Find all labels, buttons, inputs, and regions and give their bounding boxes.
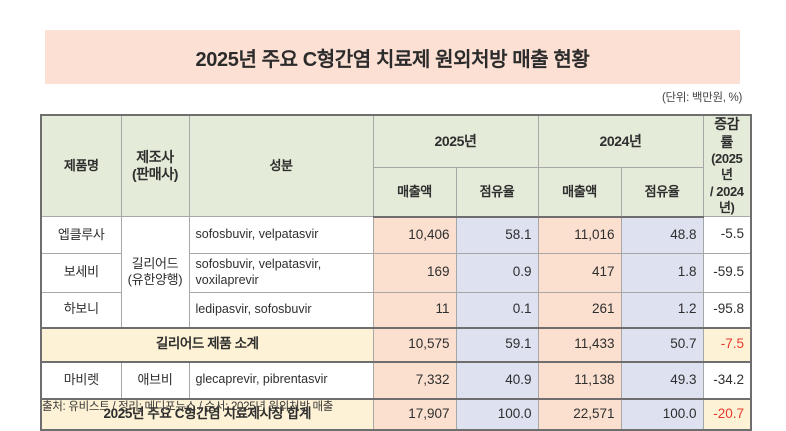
unit-note: (단위: 백만원, %) (662, 92, 742, 104)
col-header-sales-2025: 매출액 (372, 166, 457, 218)
cell-sales-2024: 11,433 (537, 326, 622, 363)
cell-growth: -7.5 (702, 326, 752, 363)
cell-growth: -20.7 (702, 397, 752, 430)
cell-ingredient: sofosbuvir, velpatasvir (188, 216, 374, 254)
cell-share-2024: 100.0 (620, 397, 704, 430)
cell-growth: -5.5 (702, 216, 752, 254)
cell-share-2024: 1.2 (620, 291, 704, 328)
cell-sales-2025: 10,406 (372, 216, 457, 254)
col-header-share-2024: 점유율 (620, 166, 704, 218)
cell-sales-2025: 11 (372, 291, 457, 328)
cell-sales-2024: 11,138 (537, 361, 622, 399)
cell-growth: -95.8 (702, 291, 752, 328)
col-header-sales-2024: 매출액 (537, 166, 622, 218)
cell-share-2025: 100.0 (455, 397, 539, 430)
col-header-maker-line1: 제조사 (136, 148, 174, 165)
cell-sales-2025: 169 (372, 252, 457, 293)
cell-subtotal-label: 길리어드 제품 소계 (40, 326, 374, 363)
table-body: 엡클루사 길리어드 (유한양행) sofosbuvir, velpatasvir… (40, 216, 752, 430)
col-header-year-2025: 2025년 (372, 114, 539, 168)
cell-ingredient: ledipasvir, sofosbuvir (188, 291, 374, 328)
col-header-growth-sub1: (2025년 (711, 151, 743, 183)
cell-sales-2025: 7,332 (372, 361, 457, 399)
sales-table: 제품명 제조사 (판매사) 성분 2025년 2024년 증감률 (2025년 … (40, 114, 752, 431)
cell-product: 엡클루사 (40, 216, 122, 254)
col-header-maker-line2: (판매사) (132, 166, 178, 182)
cell-product: 하보니 (40, 291, 122, 328)
cell-sales-2025: 17,907 (372, 397, 457, 430)
cell-ingredient: sofosbuvir, velpatasvir, voxilaprevir (188, 252, 374, 293)
cell-total-label: 2025년 주요 C형간염 치료제시장 합계 (40, 397, 374, 430)
cell-growth: -59.5 (702, 252, 752, 293)
total-row: 2025년 주요 C형간염 치료제시장 합계 17,907 100.0 22,5… (40, 397, 752, 430)
col-header-product: 제품명 (40, 114, 122, 217)
col-header-share-2025: 점유율 (455, 166, 539, 218)
table-row: 엡클루사 길리어드 (유한양행) sofosbuvir, velpatasvir… (40, 216, 752, 328)
title-banner: 2025년 주요 C형간염 치료제 원외처방 매출 현황 (45, 30, 740, 84)
cell-share-2025: 59.1 (455, 326, 539, 363)
page-title: 2025년 주요 C형간염 치료제 원외처방 매출 현황 (195, 48, 590, 71)
maker-line1: 길리어드 (131, 255, 179, 271)
cell-share-2025: 58.1 (455, 216, 539, 254)
cell-share-2025: 40.9 (455, 361, 539, 399)
col-header-growth-sub2: / 2024년) (709, 183, 744, 215)
col-header-maker: 제조사 (판매사) (120, 114, 190, 217)
cell-sales-2024: 11,016 (537, 216, 622, 254)
table-row: 보세비 sofosbuvir, velpatasvir, voxilaprevi… (40, 252, 752, 293)
cell-sales-2025: 10,575 (372, 326, 457, 363)
table-header: 제품명 제조사 (판매사) 성분 2025년 2024년 증감률 (2025년 … (40, 114, 752, 218)
table-row: 마비렛 애브비 glecaprevir, pibrentasvir 7,332 … (40, 361, 752, 399)
subtotal-row: 길리어드 제품 소계 10,575 59.1 11,433 50.7 -7.5 (40, 326, 752, 363)
cell-share-2024: 49.3 (620, 361, 704, 399)
cell-sales-2024: 22,571 (537, 397, 622, 430)
data-table-wrapper: 제품명 제조사 (판매사) 성분 2025년 2024년 증감률 (2025년 … (40, 114, 752, 431)
source-note: 출처: 유비스트 / 정리: 메디포뉴스 / 순서: 2025년 원외처방 매출 (42, 401, 334, 413)
cell-sales-2024: 417 (537, 252, 622, 293)
col-header-ingredient: 성분 (188, 114, 374, 217)
cell-maker-gilead: 길리어드 (유한양행) (120, 216, 190, 328)
maker-line2: (유한양행) (127, 271, 183, 287)
cell-maker: 애브비 (120, 361, 190, 399)
col-header-year-2024: 2024년 (537, 114, 704, 168)
col-header-growth-main: 증감률 (714, 116, 740, 150)
cell-share-2024: 48.8 (620, 216, 704, 254)
table-row: 하보니 ledipasvir, sofosbuvir 11 0.1 261 1.… (40, 291, 752, 328)
cell-growth: -34.2 (702, 361, 752, 399)
cell-share-2024: 50.7 (620, 326, 704, 363)
cell-product: 보세비 (40, 252, 122, 293)
col-header-growth: 증감률 (2025년 / 2024년) (702, 114, 752, 217)
cell-share-2025: 0.1 (455, 291, 539, 328)
cell-sales-2024: 261 (537, 291, 622, 328)
cell-ingredient: glecaprevir, pibrentasvir (188, 361, 374, 399)
cell-share-2025: 0.9 (455, 252, 539, 293)
cell-product: 마비렛 (40, 361, 122, 399)
header-row-top: 제품명 제조사 (판매사) 성분 2025년 2024년 증감률 (2025년 … (40, 114, 752, 217)
cell-share-2024: 1.8 (620, 252, 704, 293)
header-row-bottom: 매출액 점유율 매출액 점유율 (41, 166, 751, 218)
